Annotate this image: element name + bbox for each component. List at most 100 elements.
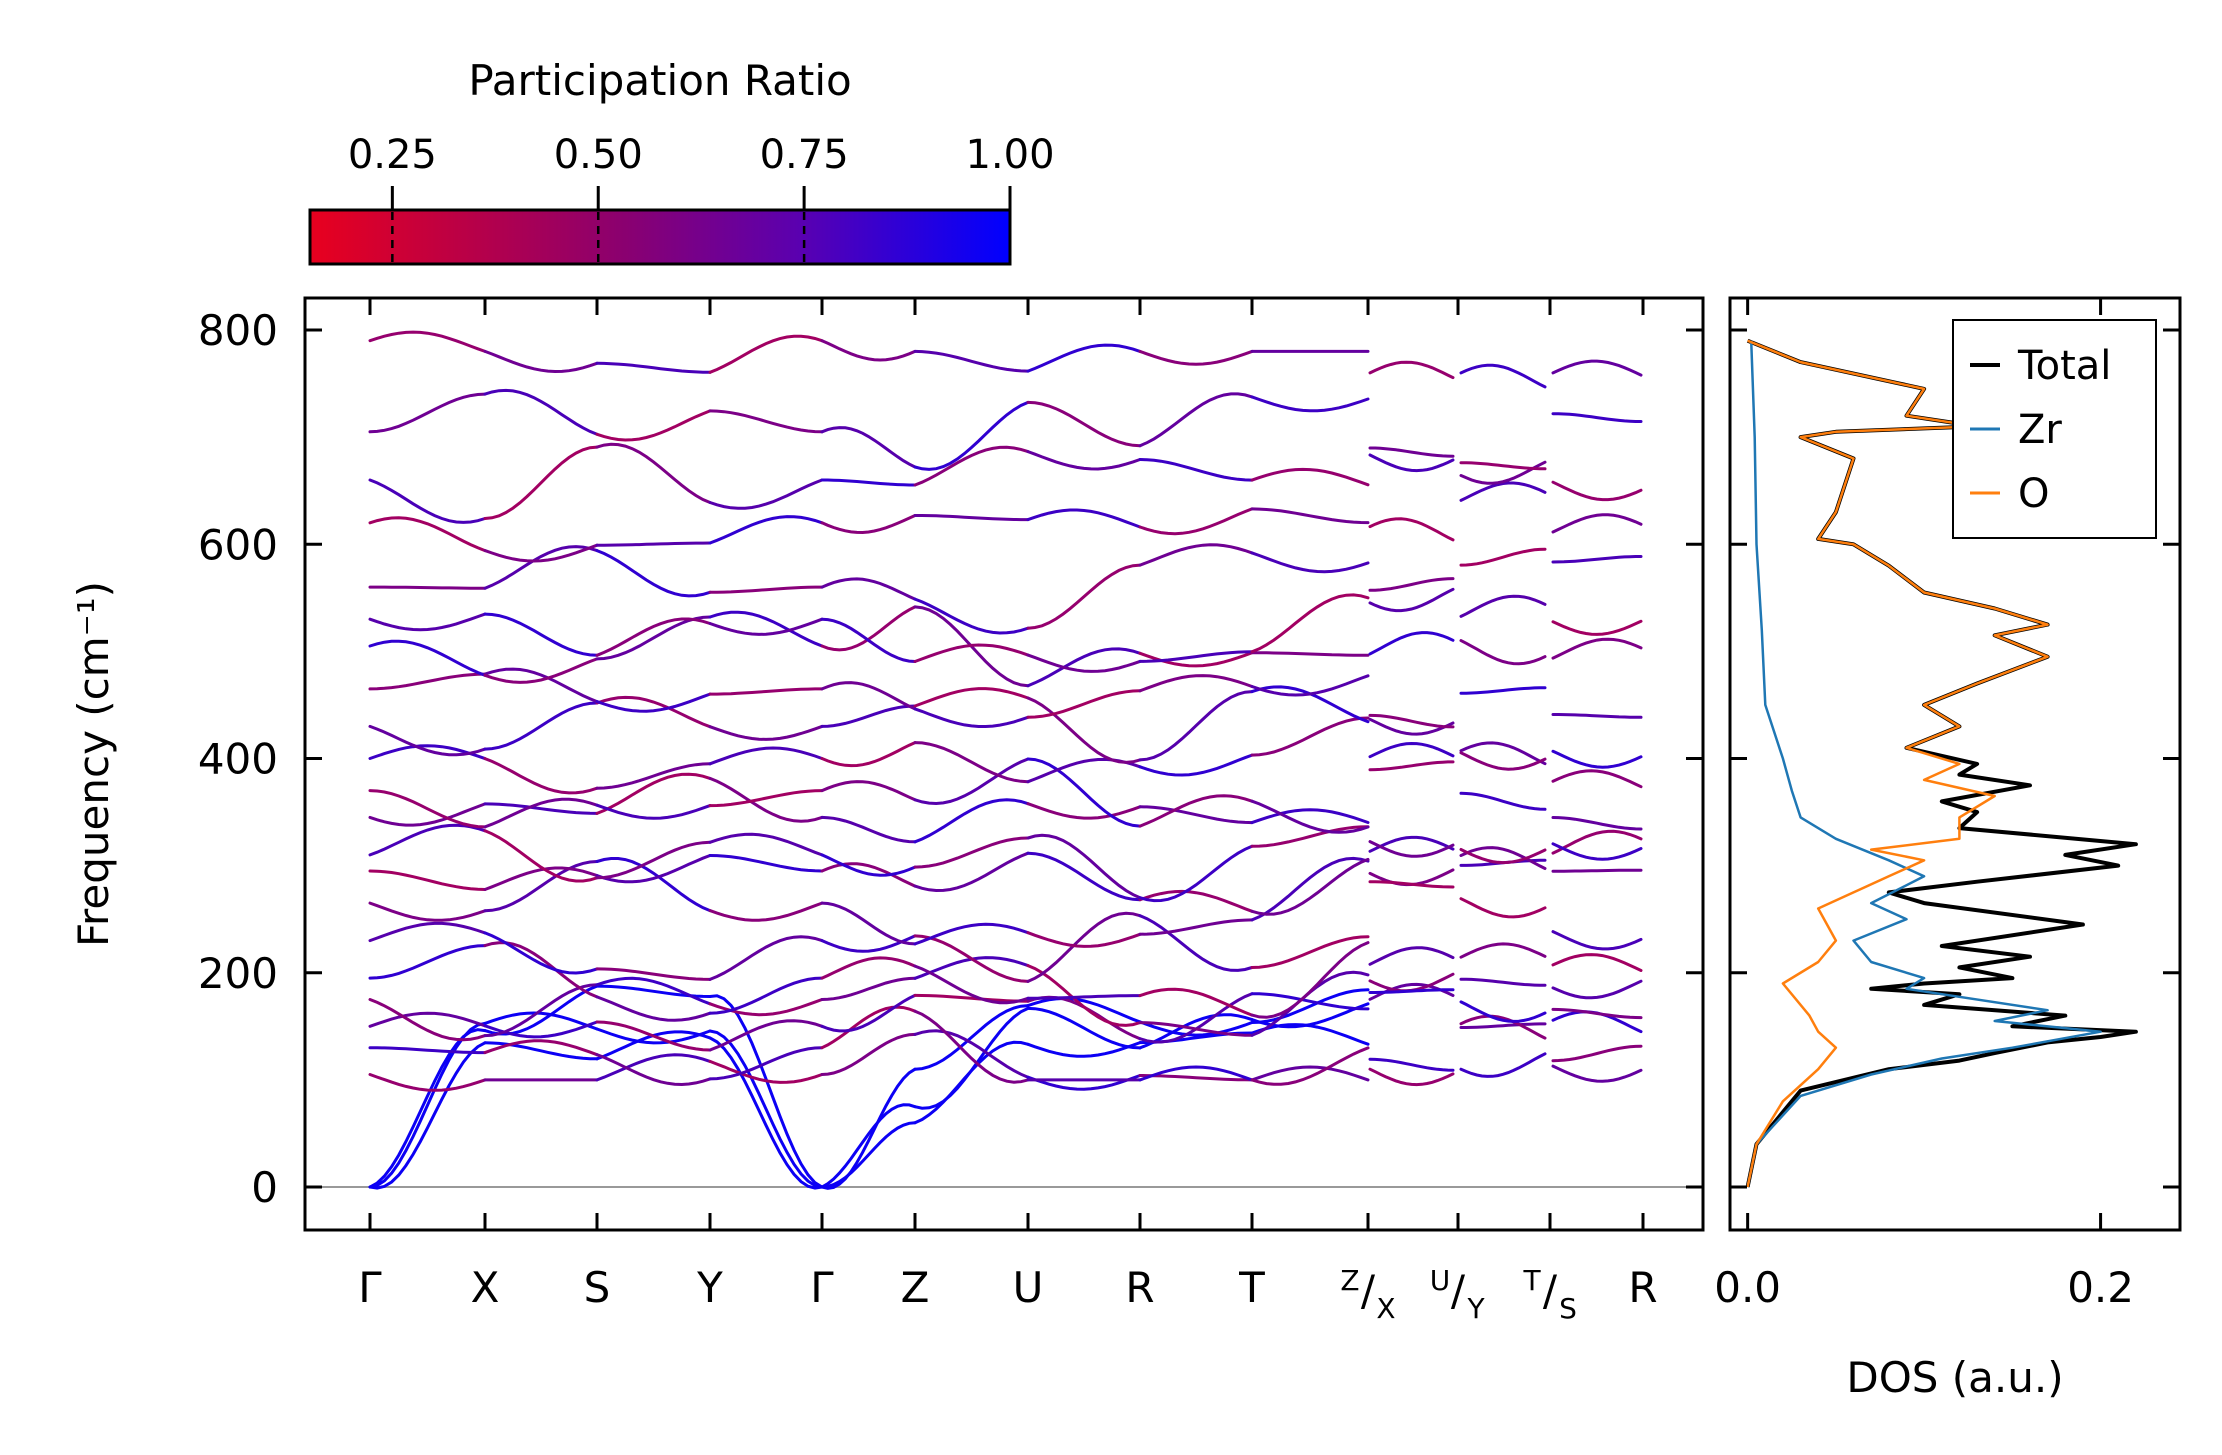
phonon-branch bbox=[483, 667, 599, 704]
phonon-branch bbox=[1459, 481, 1547, 502]
phonon-branch bbox=[1138, 690, 1254, 762]
phonon-branch bbox=[595, 617, 712, 657]
phonon-branch bbox=[1250, 395, 1370, 413]
phonon-branch bbox=[913, 597, 1030, 635]
phonon-branch bbox=[1026, 653, 1142, 673]
phonon-branch bbox=[913, 922, 1030, 946]
kpoint-label-slash: / bbox=[1361, 1266, 1376, 1315]
phonon-branch bbox=[913, 964, 1030, 1005]
phonon-branch bbox=[913, 993, 1030, 1003]
phonon-branch bbox=[820, 1067, 917, 1190]
phonon-branch bbox=[1551, 868, 1643, 873]
phonon-branch bbox=[1459, 1014, 1547, 1040]
phonon-branch bbox=[820, 780, 917, 802]
band-kpath-ticks: Γ X S Y Γ Z U R T Z / XU / YT / S R bbox=[358, 298, 1658, 1325]
phonon-branch bbox=[483, 931, 599, 975]
phonon-branch bbox=[368, 1046, 487, 1055]
band-y-ticks: 0 200 400 600 800 bbox=[198, 306, 1703, 1212]
phonon-branch bbox=[1250, 467, 1370, 487]
phonon-branch bbox=[1138, 889, 1254, 913]
phonon-branch bbox=[1551, 816, 1643, 831]
phonon-branch bbox=[1250, 935, 1370, 969]
phonon-branch bbox=[820, 577, 917, 601]
phonon-branch bbox=[1368, 587, 1455, 613]
phonon-branch bbox=[368, 1041, 487, 1190]
phonon-branch bbox=[820, 901, 917, 946]
phonon-branch bbox=[368, 944, 487, 980]
dos-x-axis-title: DOS (a.u.) bbox=[1846, 1353, 2063, 1402]
phonon-branch bbox=[595, 840, 712, 880]
phonon-branch bbox=[595, 854, 712, 884]
phonon-branch bbox=[708, 854, 824, 873]
y-tick-label: 200 bbox=[198, 949, 278, 998]
phonon-branch bbox=[1551, 412, 1643, 423]
phonon-branch bbox=[820, 1032, 917, 1076]
phonon-branch bbox=[1551, 769, 1643, 789]
phonon-branch bbox=[595, 615, 712, 661]
phonon-branch bbox=[1250, 507, 1370, 525]
phonon-branch bbox=[1250, 992, 1370, 1011]
phonon-branch bbox=[1138, 674, 1254, 693]
phonon-branch bbox=[1551, 953, 1643, 972]
phonon-branch bbox=[595, 772, 712, 815]
dos-curves bbox=[1745, 338, 2138, 1188]
kpoint-label: R bbox=[1125, 1263, 1154, 1312]
phonon-branch bbox=[1026, 1074, 1142, 1091]
legend: Total Zr O bbox=[1952, 319, 2157, 539]
phonon-branch bbox=[368, 901, 487, 922]
phonon-branch bbox=[1138, 1013, 1254, 1050]
phonon-branch bbox=[820, 605, 917, 652]
phonon-branch bbox=[913, 514, 1030, 522]
phonon-branch bbox=[708, 832, 824, 857]
phonon-branch bbox=[483, 1041, 599, 1061]
phonon-branch bbox=[368, 1073, 487, 1092]
phonon-branch bbox=[1368, 446, 1455, 458]
kpoint-label-split: Z / X bbox=[1340, 1264, 1395, 1325]
phonon-branch bbox=[820, 339, 917, 362]
phonon-branch bbox=[1026, 964, 1142, 1027]
phonon-branch bbox=[1368, 1067, 1455, 1087]
dos-series-zr bbox=[1746, 340, 2102, 1188]
phonon-branch bbox=[1368, 946, 1455, 966]
colorbar-tick-label: 0.50 bbox=[554, 132, 643, 178]
colorbar: Participation Ratio 0.25 0.50 0.75 1.00 bbox=[308, 56, 1055, 266]
phonon-branch bbox=[1551, 619, 1643, 636]
kpoint-label: Γ bbox=[810, 1263, 834, 1312]
phonon-branch bbox=[1138, 794, 1254, 828]
legend-label: Zr bbox=[2018, 407, 2062, 453]
phonon-branch bbox=[1026, 931, 1142, 948]
phonon-branch bbox=[1459, 1022, 1547, 1029]
phonon-branch bbox=[913, 741, 1030, 784]
phonon-branch bbox=[1026, 689, 1142, 719]
colorbar-title: Participation Ratio bbox=[468, 56, 851, 105]
phonon-branch bbox=[1368, 517, 1455, 542]
phonon-branch bbox=[820, 976, 917, 1001]
phonon-branch bbox=[368, 639, 487, 677]
phonon-branch bbox=[1250, 857, 1370, 916]
phonon-branch bbox=[913, 349, 1030, 373]
kpoint-label-sub: S bbox=[1559, 1292, 1577, 1325]
phonon-branch bbox=[820, 1121, 917, 1189]
phonon-branch bbox=[1138, 650, 1254, 663]
phonon-branch bbox=[368, 478, 487, 524]
kpoint-label-slash: / bbox=[1543, 1266, 1558, 1315]
phonon-branch bbox=[1551, 842, 1643, 861]
phonon-branch bbox=[1138, 1074, 1254, 1082]
phonon-branch bbox=[820, 934, 917, 953]
phonon-branch bbox=[1026, 802, 1142, 820]
phonon-branch bbox=[820, 514, 917, 535]
phonon-branch bbox=[1138, 844, 1254, 903]
phonon-branch bbox=[1138, 1021, 1254, 1037]
phonon-branch bbox=[1138, 392, 1254, 448]
phonon-branch bbox=[708, 746, 824, 766]
phonon-branch bbox=[595, 361, 712, 374]
phonon-branch bbox=[1551, 513, 1643, 534]
legend-label: O bbox=[2018, 471, 2049, 517]
phonon-branch bbox=[1138, 1065, 1254, 1082]
phonon-branch bbox=[1250, 941, 1370, 1019]
phonon-branch bbox=[1551, 1064, 1643, 1083]
phonon-branch bbox=[1551, 979, 1643, 1000]
phonon-branch bbox=[1138, 651, 1254, 668]
phonon-branch bbox=[913, 1004, 1030, 1071]
phonon-branch bbox=[820, 617, 917, 663]
